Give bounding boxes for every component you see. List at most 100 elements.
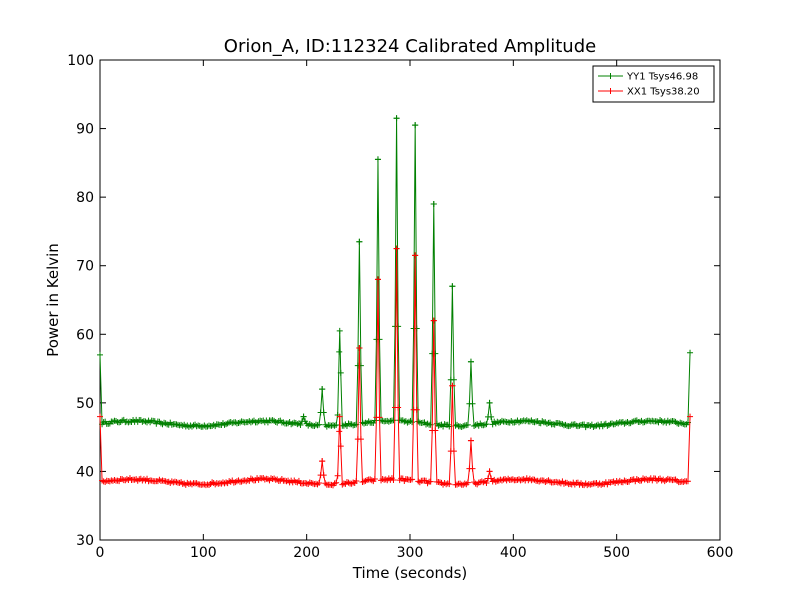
data-point xyxy=(336,413,343,420)
data-point xyxy=(374,156,381,163)
data-point xyxy=(159,477,166,484)
data-point xyxy=(395,404,402,411)
data-point xyxy=(320,409,327,416)
data-point xyxy=(486,399,493,406)
plot-area: 0 100 200 300 400 500 600 30 40 50 60 70 80 90 100 xyxy=(67,53,733,561)
y-tick-label: 100 xyxy=(67,53,94,69)
x-tick-label: 0 xyxy=(96,545,105,561)
data-point xyxy=(464,421,471,428)
data-point xyxy=(509,476,516,483)
data-point xyxy=(376,414,383,421)
data-point xyxy=(588,481,595,488)
y-tick-label: 80 xyxy=(76,190,94,206)
data-point xyxy=(357,436,364,443)
data-point xyxy=(446,481,453,488)
data-point xyxy=(171,478,178,485)
data-point xyxy=(520,476,527,483)
data-point xyxy=(300,413,307,420)
data-point xyxy=(412,122,419,129)
data-point xyxy=(123,476,130,483)
data-point xyxy=(649,417,656,424)
data-point xyxy=(469,465,476,472)
data-point xyxy=(156,476,163,483)
data-point xyxy=(413,406,420,413)
data-point xyxy=(249,476,256,483)
data-point xyxy=(258,418,265,425)
y-tick-label: 50 xyxy=(76,396,94,412)
legend-box xyxy=(592,65,715,103)
x-axis-label: Time (seconds) xyxy=(352,564,468,582)
data-point xyxy=(111,476,118,483)
data-point xyxy=(464,479,471,486)
data-point xyxy=(353,478,360,485)
data-point xyxy=(337,369,344,376)
data-point xyxy=(312,480,319,487)
data-point xyxy=(356,345,363,351)
data-point xyxy=(393,245,400,252)
data-point xyxy=(102,479,109,486)
y-tick-label: 90 xyxy=(76,122,94,138)
data-point xyxy=(319,386,326,393)
x-tick-label: 200 xyxy=(293,545,320,561)
data-point xyxy=(488,475,495,482)
legend-marker-1 xyxy=(607,88,614,94)
data-point xyxy=(450,376,457,383)
data-point xyxy=(641,419,648,426)
data-point xyxy=(582,480,589,487)
data-point xyxy=(316,421,323,428)
data-point xyxy=(320,472,327,479)
data-point xyxy=(666,419,673,426)
data-point xyxy=(467,437,474,444)
data-point xyxy=(97,413,103,420)
data-point xyxy=(562,421,569,428)
data-point xyxy=(336,428,343,435)
data-point xyxy=(483,480,490,487)
data-point xyxy=(587,481,594,488)
plot-frame xyxy=(99,59,721,541)
data-point xyxy=(393,115,400,122)
chart-title: Orion_A, ID:112324 Calibrated Amplitude xyxy=(224,36,596,57)
data-point xyxy=(567,480,574,487)
data-point xyxy=(427,478,434,485)
data-point xyxy=(368,477,375,484)
data-point xyxy=(350,479,357,486)
data-point xyxy=(519,476,526,483)
data-point xyxy=(486,468,493,475)
data-point xyxy=(687,349,694,356)
data-point xyxy=(334,472,341,479)
data-point xyxy=(412,252,419,259)
legend-label-1: XX1 Tsys38.20 xyxy=(627,87,700,98)
data-point xyxy=(371,475,378,482)
data-point xyxy=(351,422,358,429)
data-point xyxy=(385,418,392,425)
data-point xyxy=(684,478,691,485)
data-point xyxy=(450,448,457,455)
data-point xyxy=(223,479,230,486)
y-axis-label: Power in Kelvin xyxy=(44,243,62,357)
data-point xyxy=(308,422,315,429)
data-point xyxy=(467,358,474,365)
data-point xyxy=(333,479,340,486)
y-tick-label: 30 xyxy=(76,533,94,549)
data-point xyxy=(142,418,149,425)
data-point xyxy=(371,417,378,424)
data-point xyxy=(526,418,533,425)
data-point xyxy=(430,201,437,207)
data-point xyxy=(316,479,323,486)
data-point xyxy=(106,478,113,485)
legend-marker-0 xyxy=(607,73,614,79)
data-point xyxy=(409,476,416,483)
data-point xyxy=(294,421,301,428)
data-point xyxy=(176,479,183,486)
data-point xyxy=(680,478,687,485)
data-point xyxy=(188,481,195,488)
data-point xyxy=(570,421,577,428)
data-point xyxy=(409,419,416,426)
data-point xyxy=(424,420,431,427)
data-point xyxy=(378,417,385,424)
x-tick-label: 500 xyxy=(603,545,630,561)
data-point xyxy=(415,478,422,485)
data-point xyxy=(322,480,329,487)
data-point xyxy=(336,327,343,334)
